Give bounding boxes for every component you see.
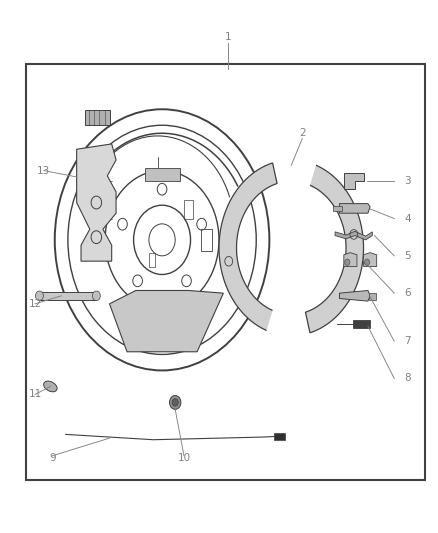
Polygon shape [110, 290, 223, 352]
Text: 9: 9 [49, 454, 56, 463]
Text: 3: 3 [404, 176, 411, 186]
Text: 5: 5 [404, 251, 411, 261]
Text: 12: 12 [28, 299, 42, 309]
Text: 8: 8 [404, 374, 411, 383]
Bar [39, 292, 96, 300]
Text: 7: 7 [404, 336, 411, 346]
Circle shape [92, 291, 100, 301]
Wedge shape [286, 156, 317, 200]
Text: 4: 4 [404, 214, 411, 223]
Bar [333, 206, 342, 211]
Polygon shape [335, 231, 372, 240]
Polygon shape [364, 253, 377, 266]
Text: 2: 2 [299, 128, 306, 138]
Circle shape [35, 291, 43, 301]
Circle shape [345, 259, 350, 265]
Bar [184, 200, 193, 219]
Circle shape [170, 395, 181, 409]
Text: 11: 11 [28, 390, 42, 399]
Bar [85, 110, 110, 125]
Bar [201, 229, 212, 251]
Polygon shape [339, 204, 370, 213]
Bar [369, 293, 376, 300]
Bar [149, 253, 155, 266]
Polygon shape [339, 290, 370, 301]
Polygon shape [77, 144, 116, 261]
Bar [274, 433, 285, 440]
Bar [145, 168, 180, 181]
Bar [92, 236, 100, 251]
Polygon shape [219, 163, 277, 333]
Circle shape [172, 399, 178, 406]
Polygon shape [344, 173, 364, 189]
Circle shape [364, 259, 370, 265]
Text: 1: 1 [224, 33, 231, 42]
Bar [353, 320, 370, 328]
Polygon shape [344, 253, 357, 266]
Wedge shape [265, 296, 297, 340]
Bar [92, 182, 100, 197]
Bar [26, 64, 425, 480]
Text: 6: 6 [404, 288, 411, 298]
Ellipse shape [44, 381, 57, 392]
Text: 10: 10 [177, 454, 191, 463]
Text: 13: 13 [37, 166, 50, 175]
Polygon shape [305, 163, 364, 333]
